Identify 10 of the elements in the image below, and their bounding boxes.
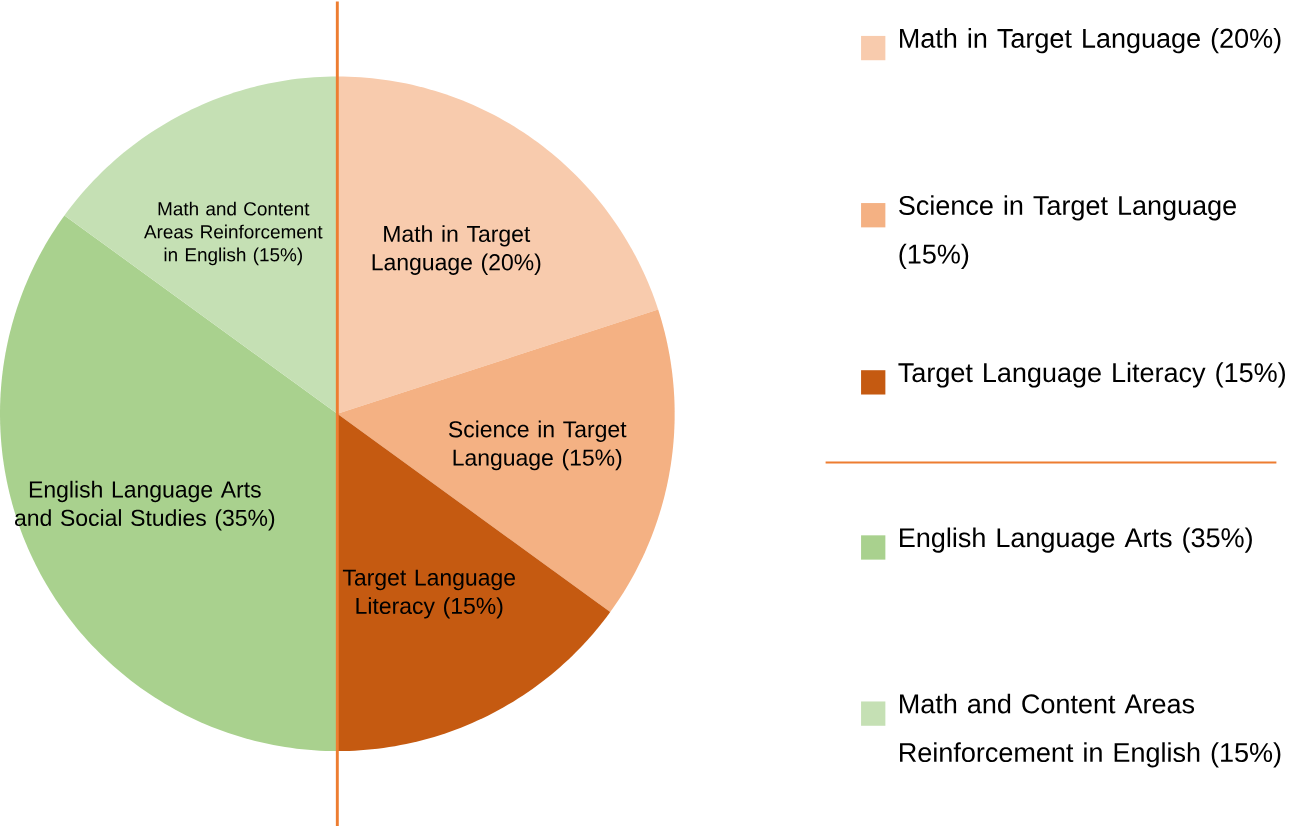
- legend-label: Target Language Literacy (15%): [898, 362, 1285, 388]
- legend-label: Math in Target Language (20%): [900, 28, 1281, 54]
- data-label: English Language Arts and Social Studies (35%): [15, 481, 275, 531]
- data-label: Math in Target Language (20%): [372, 225, 541, 276]
- data-label: Target Language Literacy (15%): [342, 569, 515, 619]
- data-label: Science in Target Language (15%): [448, 420, 627, 471]
- legend-label: English Language Arts (35%): [900, 527, 1252, 553]
- data-label: Math and Content Areas Reinforcement in English (15%): [144, 201, 323, 266]
- legend-label: Math and Content Areas Reinforcement in English (15%): [900, 693, 1281, 768]
- legend-label: Science in Target Language (15%): [899, 195, 1236, 270]
